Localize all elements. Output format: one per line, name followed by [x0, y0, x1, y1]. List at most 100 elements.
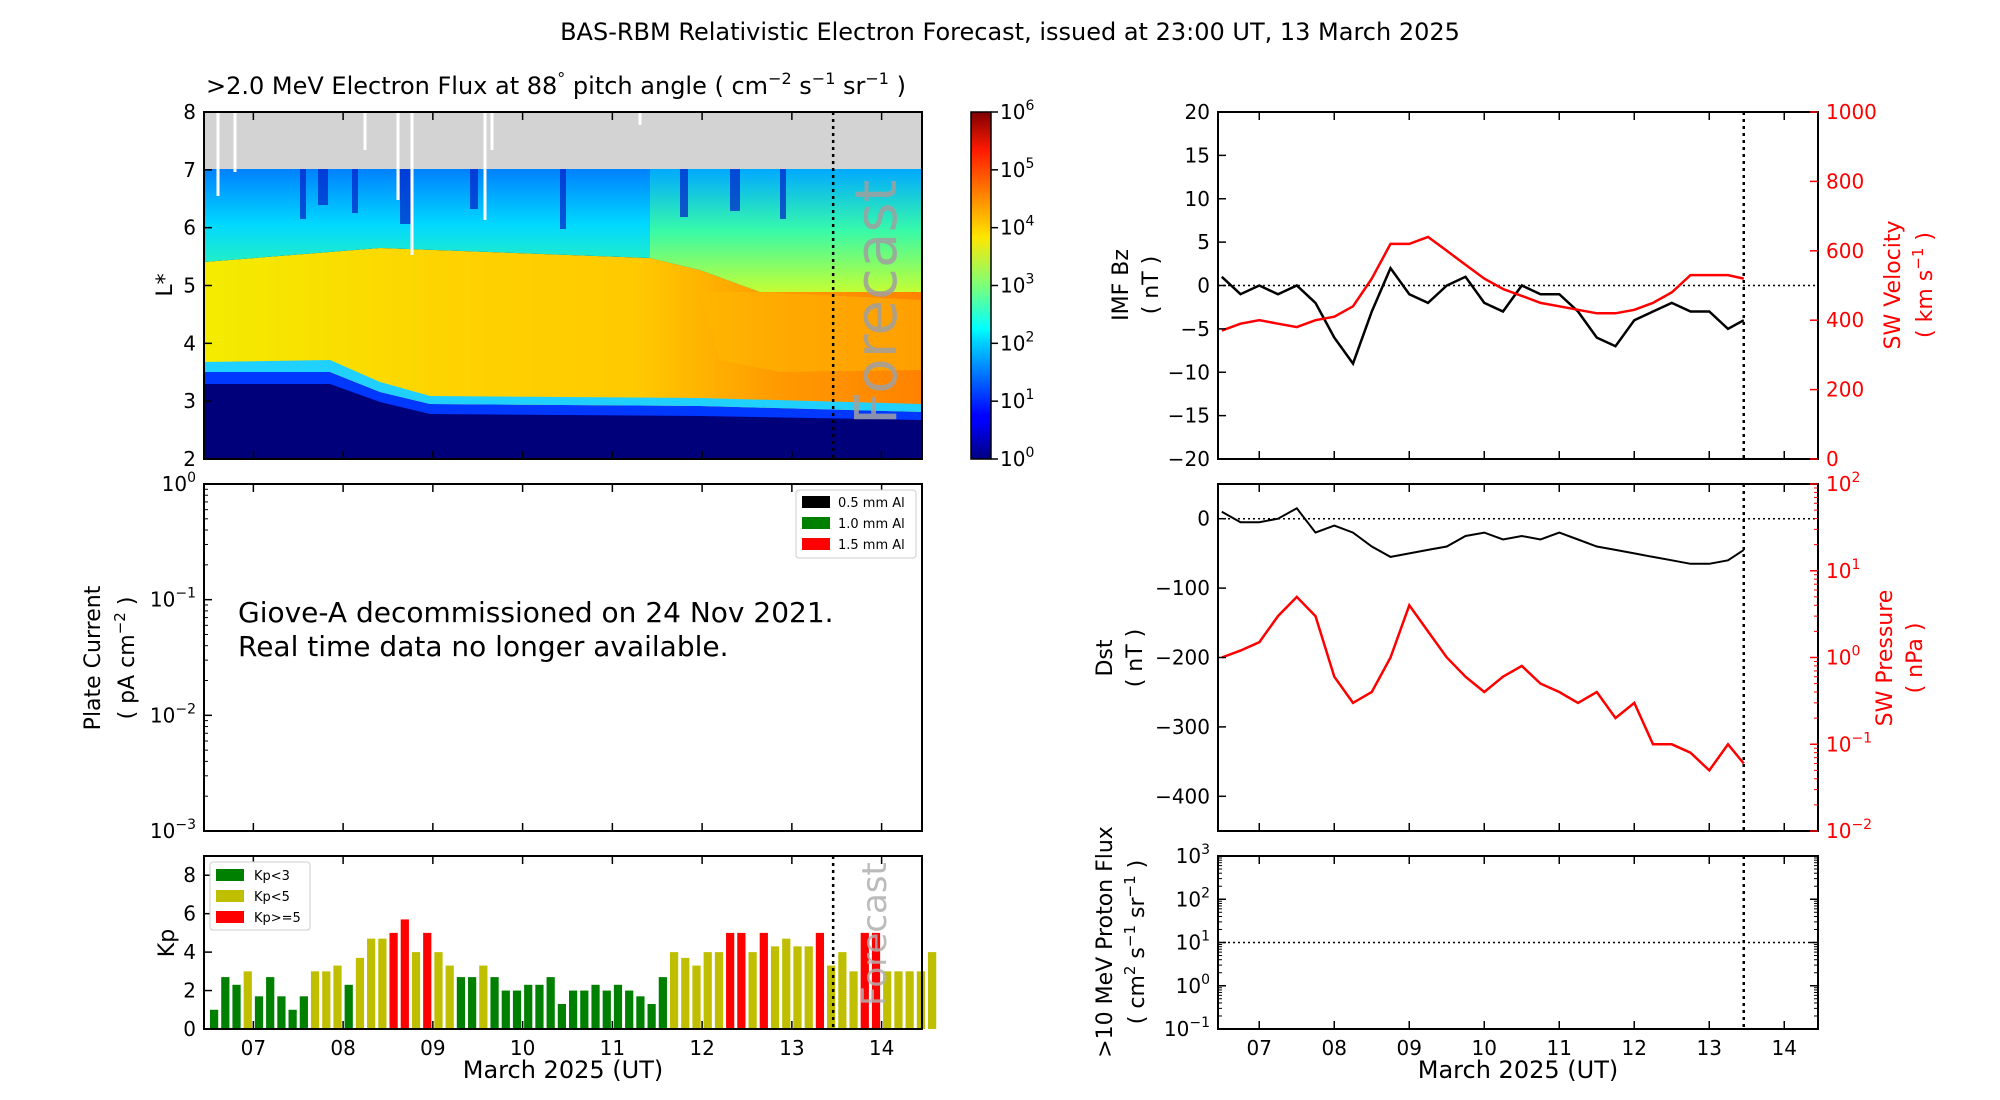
kp-bar — [468, 977, 477, 1029]
kp-bar — [445, 965, 454, 1029]
kp-bar — [916, 971, 925, 1029]
flux-dropout-streaks — [300, 169, 786, 229]
dst-y-label: Dst — [1093, 639, 1118, 676]
kp-bar — [647, 1004, 656, 1029]
y-right-tick-label: 102 — [1826, 470, 1860, 496]
y-tick-label: 10−3 — [150, 817, 196, 843]
x-tick-label: 10 — [510, 1036, 535, 1060]
legend-swatch-0.5mm — [802, 496, 830, 508]
kp-bar — [299, 996, 308, 1029]
y-tick-label: −15 — [1168, 404, 1210, 428]
left-x-axis-label: March 2025 (UT) — [463, 1056, 663, 1084]
proton-y-label: >10 MeV Proton Flux — [1093, 826, 1118, 1058]
kp-bar — [770, 946, 780, 1029]
kp-y-ticks: 0 2 4 6 8 — [183, 863, 212, 1041]
y-tick-label: 10−1 — [1164, 1015, 1210, 1041]
x-tick-label: 10 — [1472, 1036, 1497, 1060]
kp-bar — [221, 977, 230, 1029]
sw-pressure-line — [1221, 595, 1745, 773]
kp-bar — [871, 932, 881, 1029]
y-tick-label: 0 — [183, 1017, 196, 1041]
x-tick-label: 13 — [1697, 1036, 1722, 1060]
flux-heatmap: Forecast — [204, 112, 922, 459]
kp-bar — [501, 990, 510, 1029]
kp-bar — [625, 990, 634, 1029]
proton-panel: 10−1 100 101 102 103 07 08 09 10 11 12 13 14 >10 Me… — [1093, 826, 1819, 1084]
plate-y-label: Plate Current — [81, 585, 106, 730]
kp-bar — [849, 971, 858, 1029]
kp-bar — [804, 946, 813, 1029]
kp-legend-swatch-low — [216, 869, 244, 881]
kp-bar — [692, 965, 701, 1029]
kp-bar — [535, 984, 544, 1029]
colorbar-tick-label: 106 — [1000, 98, 1034, 124]
kp-bar — [389, 932, 398, 1029]
proton-y-ticks: 10−1 100 101 102 103 — [1164, 842, 1818, 1041]
y-tick-label: 15 — [1185, 143, 1210, 167]
colorbar-ticks: 100 101 102 103 104 105 106 — [991, 98, 1034, 471]
kp-axes-frame — [203, 855, 923, 1030]
y-tick-label: 10−2 — [150, 701, 196, 727]
dst-left-ticks: −400 −300 −200 −100 0 — [1155, 507, 1226, 808]
y-tick-label: −5 — [1181, 317, 1210, 341]
dst-line — [1221, 507, 1745, 565]
kp-bar — [714, 952, 724, 1029]
electron-flux-title: >2.0 MeV Electron Flux at 88° pitch angl… — [206, 69, 906, 100]
kp-bar — [748, 952, 757, 1029]
legend-swatch-1.0mm — [802, 517, 830, 529]
imf-right-ticks: 0 200 400 600 800 1000 — [1810, 100, 1877, 471]
kp-legend-label-high: Kp>=5 — [254, 911, 301, 926]
kp-bar — [927, 952, 937, 1029]
kp-bar — [703, 952, 712, 1029]
imf-panel: −20 −15 −10 −5 0 5 10 15 20 0 200 400 600 800 1000 IM… — [1109, 100, 1938, 471]
y-tick-label: 2 — [183, 447, 196, 471]
imf-series — [1218, 235, 1818, 367]
kp-legend-label-mid: Kp<5 — [254, 890, 290, 905]
sw-pressure-unit: ( nPa ) — [1903, 623, 1928, 694]
kp-x-ticks: 07 08 09 10 11 12 13 14 — [241, 856, 894, 1060]
imf-bz-line — [1220, 265, 1745, 367]
kp-bar — [266, 977, 275, 1029]
kp-legend: Kp<3 Kp<5 Kp>=5 — [209, 861, 311, 931]
kp-bar — [636, 996, 645, 1029]
x-tick-label: 08 — [330, 1036, 355, 1060]
colorbar-tick-label: 105 — [1000, 156, 1034, 182]
x-tick-label: 11 — [600, 1036, 625, 1060]
kp-bars — [209, 919, 937, 1029]
x-tick-label: 07 — [1247, 1036, 1272, 1060]
y-right-tick-label: 100 — [1826, 644, 1860, 670]
y-tick-label: 101 — [1176, 929, 1210, 955]
kp-bar — [232, 984, 241, 1029]
y-tick-label: −20 — [1168, 447, 1210, 471]
kp-bar — [367, 938, 376, 1029]
flux-gap-lines — [216, 112, 642, 255]
y-right-tick-label: 0 — [1826, 447, 1839, 471]
kp-bar — [423, 932, 432, 1029]
kp-bar — [737, 932, 746, 1029]
kp-bar — [378, 938, 387, 1029]
y-tick-label: −100 — [1155, 576, 1210, 600]
flux-y-ticks: 2 3 4 5 6 7 8 — [183, 100, 883, 471]
kp-panel: Forecast 0 2 4 6 8 07 08 09 10 11 12 13 14 Kp March… — [155, 855, 937, 1084]
y-right-tick-label: 400 — [1826, 308, 1864, 332]
x-tick-label: 12 — [689, 1036, 714, 1060]
kp-bar — [322, 971, 331, 1029]
y-tick-label: 3 — [183, 389, 196, 413]
y-tick-label: 7 — [183, 158, 196, 182]
y-tick-label: 100 — [1176, 972, 1210, 998]
flux-region-transition — [204, 372, 922, 420]
imf-x-ticks — [1258, 112, 1785, 459]
y-tick-label: 4 — [183, 940, 196, 964]
x-tick-label: 07 — [241, 1036, 266, 1060]
legend-label-1.0mm: 1.0 mm Al — [838, 517, 905, 532]
kp-bar — [827, 965, 836, 1029]
y-right-tick-label: 101 — [1826, 557, 1860, 583]
sw-pressure-label: SW Pressure — [1873, 590, 1898, 727]
kp-bar — [557, 1004, 566, 1029]
imf-y-unit: ( nT ) — [1139, 256, 1164, 315]
kp-bar — [456, 977, 466, 1029]
kp-bar — [524, 984, 533, 1029]
y-right-tick-label: 200 — [1826, 378, 1864, 402]
y-tick-label: 5 — [183, 274, 196, 298]
kp-bar — [400, 919, 409, 1029]
